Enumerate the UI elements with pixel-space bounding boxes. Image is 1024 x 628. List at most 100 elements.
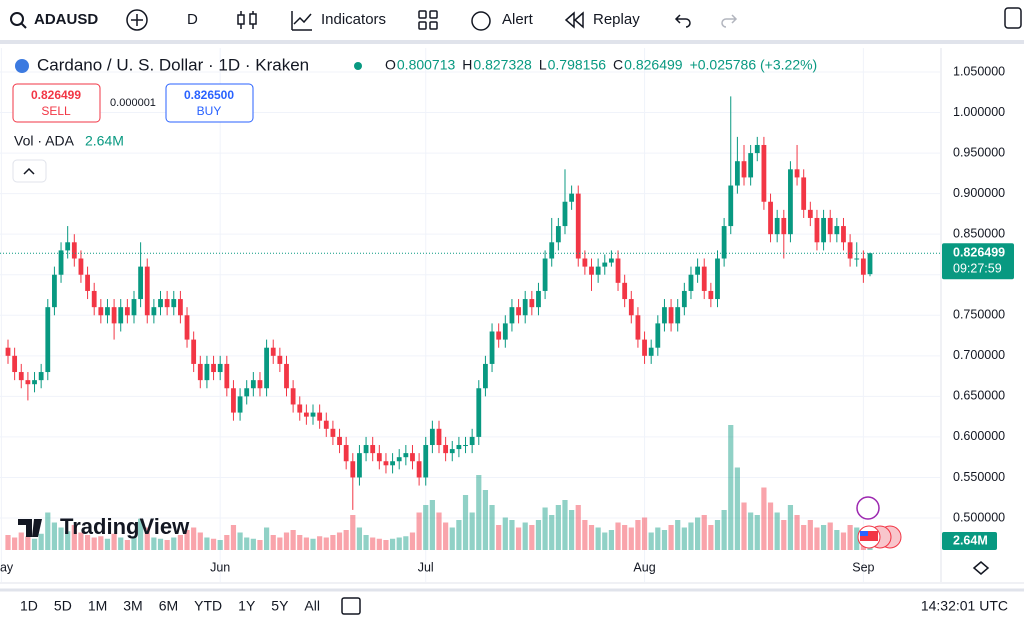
interval[interactable]: D [187,11,198,28]
candle-body [429,428,435,446]
volume-bar [230,525,237,550]
volume-bar [469,512,475,550]
axis-settings[interactable] [972,561,990,575]
range-button[interactable]: YTD [194,598,222,614]
volume-legend-value: 2.64M [85,133,124,149]
templates-icon[interactable] [418,10,438,30]
candle-body [58,250,64,275]
candle-body [78,258,84,275]
y-tick-label: 0.650000 [953,389,1005,403]
candle-body [595,266,601,275]
ohlc-value: 0.798156 [548,57,607,73]
range-button[interactable]: 1D [20,598,38,614]
range-button[interactable]: 1M [88,598,107,614]
volume-tag-value: 2.64M [953,533,988,547]
ohlc-value: 0.800713 [397,57,456,73]
ohlc-label: L [539,57,547,73]
range-button[interactable]: 5D [54,598,72,614]
sell-price: 0.826499 [31,88,81,102]
candle-body [270,347,276,356]
volume-bar [396,537,402,550]
symbol[interactable]: ADAUSD [34,11,98,28]
candle-body [204,363,210,381]
volume-bar [807,520,813,550]
volume-bar [588,525,595,550]
candle-body [237,396,243,413]
x-tick-label: May [0,560,14,574]
candle-body [456,445,462,450]
candle-body [549,242,555,259]
volume-bar [655,527,661,550]
candle-body [396,457,402,462]
collapse-button[interactable] [12,159,47,183]
range-button[interactable]: 5Y [271,598,289,614]
volume-bar [250,538,256,550]
candle-body [675,307,681,324]
candle-body [217,363,223,373]
volume-bar [277,537,283,550]
volume-bar [449,527,455,550]
candle-body [257,380,263,389]
range-button[interactable]: 6M [159,598,178,614]
volume-bar [489,505,495,550]
candle-body [416,461,422,478]
indicators-icon [291,11,312,31]
volume-bar [283,532,290,550]
volume-bar [721,510,727,550]
candle-body [403,453,409,458]
redo-button[interactable] [721,14,738,28]
candle-body [648,347,654,356]
compare-button[interactable] [126,9,148,31]
volume-bar [781,520,787,550]
volume-bar [363,535,369,550]
y-tick-label: 0.700000 [953,348,1005,362]
x-tick-label: Sep [852,560,874,574]
volume-bar [38,533,44,550]
volume-bar [350,515,356,550]
candle-body [522,299,528,316]
volume-bar [416,512,422,550]
candle-body [701,266,707,291]
volume-bar [131,536,137,550]
candle-body [496,331,502,340]
replay-button[interactable]: Replay [593,11,640,28]
ohlc-value: 0.826499 [624,57,683,73]
range-button[interactable]: 1Y [238,598,256,614]
volume-bar [217,540,223,550]
sell-button[interactable] [12,83,101,123]
price-tag-countdown: 09:27:59 [953,262,1002,276]
candle-body [635,315,641,340]
volume-bar [496,525,502,550]
range-button[interactable]: All [304,598,320,614]
volume-tag [942,532,997,550]
layout-button[interactable] [1004,7,1022,29]
candle-body [688,274,694,291]
buy-button[interactable] [165,83,254,123]
search-icon[interactable] [10,12,24,26]
volume-bar [648,532,654,550]
volume-bar [323,537,329,550]
volume-bar [854,527,860,550]
candle-body [721,226,727,259]
candle-body [111,307,117,324]
candle-body [469,436,475,446]
candle-body [297,404,303,413]
candle-body [589,266,594,275]
ai-icon[interactable] [856,496,880,520]
alert-icon [471,11,491,31]
x-tick-label: Jul [418,560,434,574]
indicators-button[interactable]: Indicators [321,11,386,28]
alert-button[interactable]: Alert [502,11,534,28]
flags-icon[interactable] [857,525,902,549]
volume-bar [237,532,243,550]
candle-body [197,363,203,381]
undo-button[interactable] [674,14,691,28]
range-button[interactable]: 3M [123,598,142,614]
candle-body [794,169,800,178]
date-range-button[interactable] [341,597,361,615]
collapse-icon [23,167,35,175]
search-icon [20,22,27,29]
candle-body [91,290,97,308]
volume-bar [456,520,462,550]
candle-body [323,420,329,429]
